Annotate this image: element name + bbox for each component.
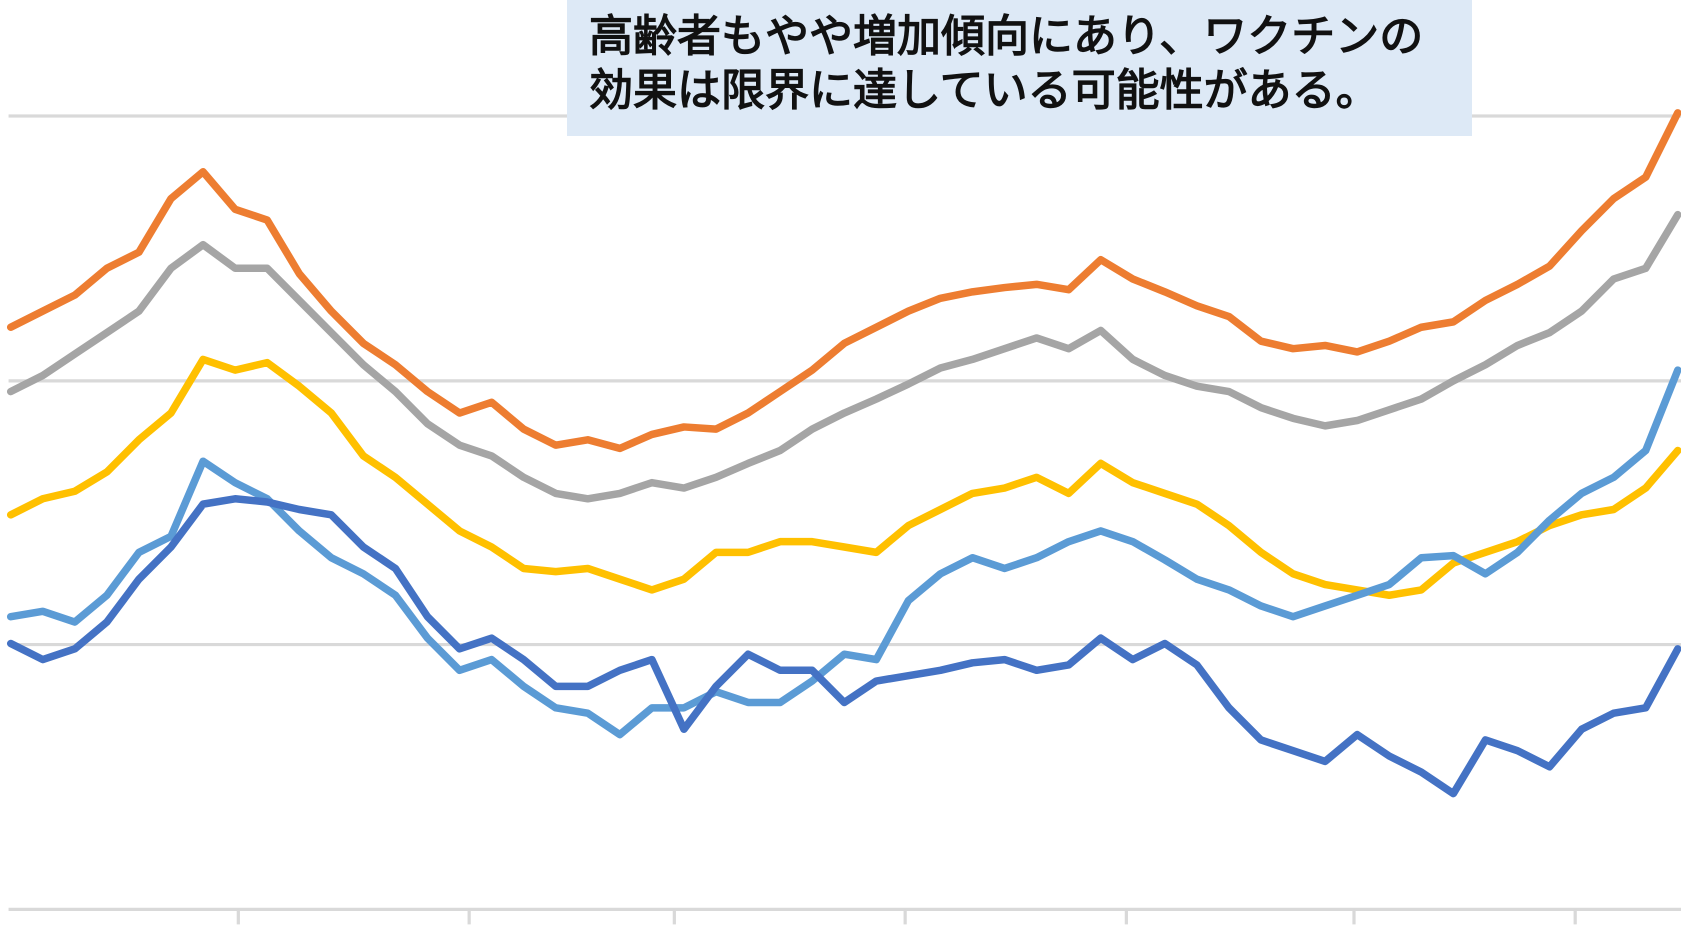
series-line bbox=[6, 495, 1681, 798]
annotation: 高齢者もやや増加傾向にあり、ワクチンの効果は限界に達している可能性がある。 bbox=[567, 0, 1472, 136]
series-line bbox=[6, 355, 1681, 600]
series-line bbox=[6, 210, 1681, 503]
series-line bbox=[6, 366, 1681, 739]
series-line bbox=[6, 109, 1681, 453]
